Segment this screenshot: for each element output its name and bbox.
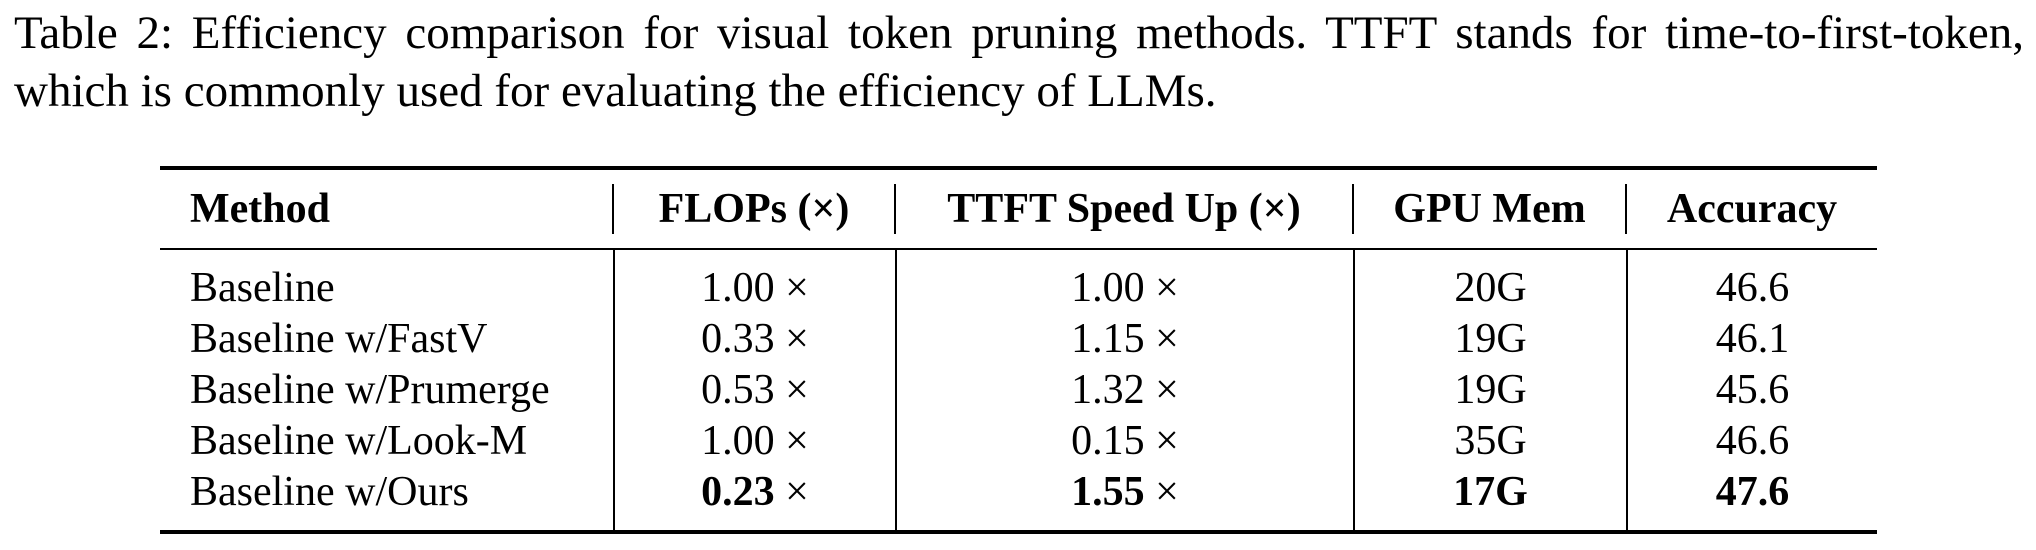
cell-method: Baseline w/FastV xyxy=(160,314,615,365)
cell-method: Baseline xyxy=(160,263,615,314)
cell-gpu-mem: 35G xyxy=(1354,416,1628,467)
header-flops: FLOPs (×) xyxy=(614,170,896,248)
bottom-rule xyxy=(160,530,1877,534)
header-accuracy: Accuracy xyxy=(1627,170,1877,248)
cell-flops: 1.00 × xyxy=(614,416,897,467)
cell-flops: 0.53 × xyxy=(614,365,897,416)
cell-flops-value: 0.23 xyxy=(701,469,775,515)
table-row-highlight: Baseline w/Ours 0.23 × 1.55 × 17G 47.6 xyxy=(160,467,1877,518)
header-row: Method FLOPs (×) TTFT Speed Up (×) GPU M… xyxy=(160,170,1877,248)
cell-ttft: 1.15 × xyxy=(896,314,1355,365)
cell-ttft-unit: × xyxy=(1155,469,1179,515)
efficiency-table-grid: Method FLOPs (×) TTFT Speed Up (×) GPU M… xyxy=(160,170,1877,248)
cell-accuracy: 46.1 xyxy=(1715,316,1790,362)
header-accuracy-label: Accuracy xyxy=(1666,186,1838,232)
cell-accuracy: 45.6 xyxy=(1715,367,1790,413)
cell-accuracy: 46.6 xyxy=(1715,265,1790,311)
table-row: Baseline w/Look-M 1.00 × 0.15 × 35G 46.6 xyxy=(160,416,1877,467)
cell-flops: 0.23 × xyxy=(614,467,897,518)
header-rule xyxy=(160,248,1877,250)
cell-gpu-mem: 19G xyxy=(1354,314,1628,365)
cell-ttft-value: 1.55 xyxy=(1071,469,1145,515)
table-row: Baseline w/Prumerge 0.53 × 1.32 × 19G 45… xyxy=(160,365,1877,416)
header-gpu-mem: GPU Mem xyxy=(1354,170,1627,248)
cell-flops: 0.33 × xyxy=(614,314,897,365)
cell-gpu-mem: 17G xyxy=(1354,467,1628,518)
cell-accuracy: 47.6 xyxy=(1715,469,1790,515)
table-caption: Table 2: Efficiency comparison for visua… xyxy=(14,7,2024,117)
cell-method: Baseline w/Look-M xyxy=(160,416,615,467)
efficiency-table: Method FLOPs (×) TTFT Speed Up (×) GPU M… xyxy=(160,166,1877,534)
header-method-label: Method xyxy=(190,184,614,234)
cell-gpu-mem: 20G xyxy=(1354,263,1628,314)
cell-ttft: 1.00 × xyxy=(896,263,1355,314)
cell-accuracy: 46.6 xyxy=(1715,418,1790,464)
cell-ttft: 0.15 × xyxy=(896,416,1355,467)
table-row: Baseline w/FastV 0.33 × 1.15 × 19G 46.1 xyxy=(160,314,1877,365)
header-ttft: TTFT Speed Up (×) xyxy=(896,170,1354,248)
cell-flops-unit: × xyxy=(785,469,809,515)
cell-gpu-mem: 19G xyxy=(1354,365,1628,416)
cell-method: Baseline w/Ours xyxy=(160,467,615,518)
header-gpu-mem-label: GPU Mem xyxy=(1354,184,1627,234)
cell-ttft: 1.32 × xyxy=(896,365,1355,416)
top-rule xyxy=(160,166,1877,170)
efficiency-table-body: Baseline 1.00 × 1.00 × 20G 46.6 Baseline… xyxy=(160,250,1877,530)
header-method: Method xyxy=(160,170,614,248)
cell-ttft: 1.55 × xyxy=(896,467,1355,518)
cell-method: Baseline w/Prumerge xyxy=(160,365,615,416)
cell-flops: 1.00 × xyxy=(614,263,897,314)
header-ttft-label: TTFT Speed Up (×) xyxy=(896,184,1354,234)
table-row: Baseline 1.00 × 1.00 × 20G 46.6 xyxy=(160,263,1877,314)
header-flops-label: FLOPs (×) xyxy=(614,184,896,234)
